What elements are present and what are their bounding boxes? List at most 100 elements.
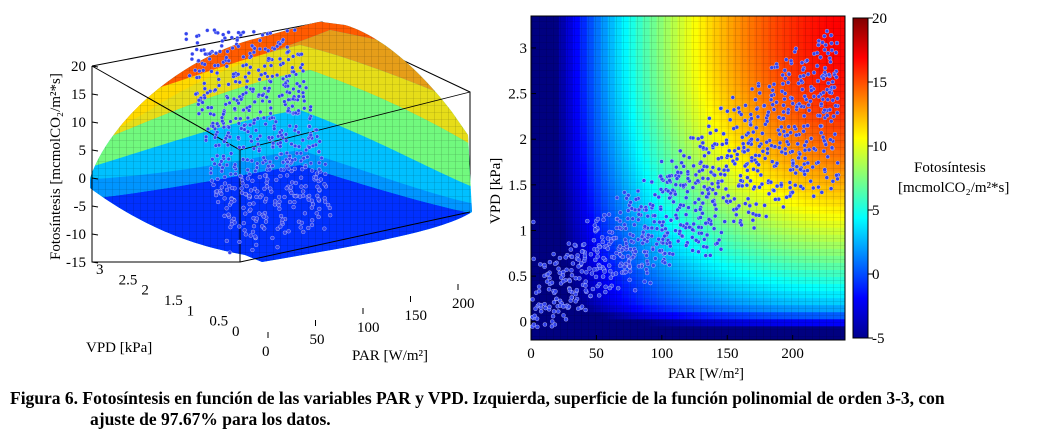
heatmap-data-point: [751, 167, 756, 172]
surface-data-point: [301, 189, 306, 194]
surface-data-point: [247, 193, 252, 198]
surface-data-point: [266, 135, 271, 140]
heatmap-data-point: [817, 113, 822, 118]
heatmap-data-point: [834, 40, 840, 46]
surface-data-point: [243, 191, 248, 197]
surface-data-point: [213, 87, 218, 92]
colorbar-tick-label: 20: [872, 11, 887, 27]
surface-data-point: [242, 228, 247, 233]
surface-data-point: [275, 44, 280, 49]
surface-data-point: [225, 95, 230, 100]
heatmap-data-point: [674, 165, 679, 170]
heatmap-data-point: [576, 257, 581, 262]
surface-data-point: [266, 56, 271, 61]
heatmap-data-point: [636, 217, 641, 222]
z-tick-label: 0: [79, 171, 87, 187]
surface-data-point: [282, 194, 287, 200]
surface-data-point: [257, 38, 263, 43]
surface-data-point: [205, 90, 210, 95]
surface-data-point: [194, 34, 199, 39]
surface-data-point: [254, 165, 259, 170]
heatmap-data-point: [644, 207, 649, 213]
heatmap-data-point: [698, 144, 703, 149]
surface-data-point: [194, 75, 199, 80]
heatmap-data-point: [662, 233, 667, 239]
heatmap-data-point: [685, 176, 691, 181]
surface-data-point: [266, 164, 271, 169]
heatmap-data-point: [834, 75, 839, 80]
heatmap-data-point: [625, 216, 630, 221]
heatmap-data-point: [777, 140, 783, 146]
surface-data-point: [298, 151, 303, 156]
heatmap-data-point: [739, 112, 744, 117]
heatmap-data-point: [811, 146, 817, 151]
surface-data-point: [239, 186, 244, 191]
heatmap-data-point: [706, 150, 711, 155]
heatmap-data-point: [658, 187, 664, 192]
surface-data-point: [205, 28, 210, 33]
heatmap-data-point: [601, 217, 606, 222]
surface-data-point: [231, 72, 236, 77]
heatmap-data-point: [823, 42, 828, 48]
surface-data-point: [268, 31, 273, 36]
heatmap-data-point: [727, 148, 732, 153]
heatmap-data-point: [752, 184, 757, 190]
surface-data-point: [300, 62, 305, 67]
heatmap-data-point: [833, 103, 838, 108]
surface-data-point: [297, 84, 302, 89]
heatmap-data-point: [736, 203, 742, 209]
surface-data-point: [284, 164, 290, 169]
box-floor-right: [239, 211, 471, 263]
heatmap-data-point: [531, 322, 537, 327]
surface-data-point: [301, 229, 306, 234]
heatmap-data-point: [691, 163, 696, 169]
heatmap-data-point: [622, 190, 627, 195]
surface-data-point: [222, 213, 227, 218]
par-tick-label: 50: [310, 332, 325, 348]
heatmap-data-point: [557, 270, 562, 275]
surface-data-point: [220, 38, 225, 44]
heatmap-data-point: [805, 160, 810, 166]
heatmap-data-point: [787, 180, 793, 185]
surface-data-point: [241, 54, 246, 59]
heatmap-data-point: [829, 145, 835, 150]
heatmap-data-point: [607, 285, 612, 291]
surface-data-point: [296, 89, 301, 94]
heatmap-data-point: [829, 41, 834, 46]
surface-data-point: [323, 199, 328, 204]
heatmap-data-point: [690, 235, 695, 240]
surface-data-point: [263, 219, 269, 224]
heatmap-data-point: [805, 72, 811, 77]
heatmap-data-point: [656, 194, 661, 200]
heatmap-data-point: [758, 172, 764, 178]
surface-data-point: [322, 226, 327, 231]
heatmap-data-point: [589, 271, 595, 276]
heatmap-data-point: [679, 233, 685, 239]
surface-data-point: [245, 79, 250, 84]
heatmap-data-point: [799, 60, 805, 65]
surface-data-point: [279, 213, 284, 219]
surface-data-point: [244, 184, 249, 189]
heatmap-data-point: [690, 227, 695, 232]
heatmap-data-point: [587, 266, 592, 271]
heatmap-data-point: [670, 252, 675, 257]
heatmap-data-point: [741, 145, 747, 150]
surface-data-point: [247, 171, 252, 177]
surface-data-point: [216, 199, 221, 205]
heatmap-data-point: [765, 146, 770, 152]
heatmap-data-point: [623, 269, 628, 275]
surface-data-point: [233, 116, 238, 121]
surface-data-point: [214, 189, 219, 194]
surface-data-point: [270, 115, 275, 120]
surface-data-point: [301, 94, 306, 99]
heatmap-data-point: [538, 303, 544, 308]
heatmap-data-point: [534, 316, 540, 321]
heatmap-data-point: [753, 153, 758, 158]
heatmap-data-point: [738, 173, 743, 178]
heatmap-data-point: [829, 119, 834, 124]
surface-data-point: [208, 111, 213, 116]
heatmap-data-point: [667, 178, 672, 183]
surface-data-point: [233, 171, 238, 176]
surface-data-point: [260, 32, 265, 38]
heatmap-data-point: [632, 222, 637, 227]
